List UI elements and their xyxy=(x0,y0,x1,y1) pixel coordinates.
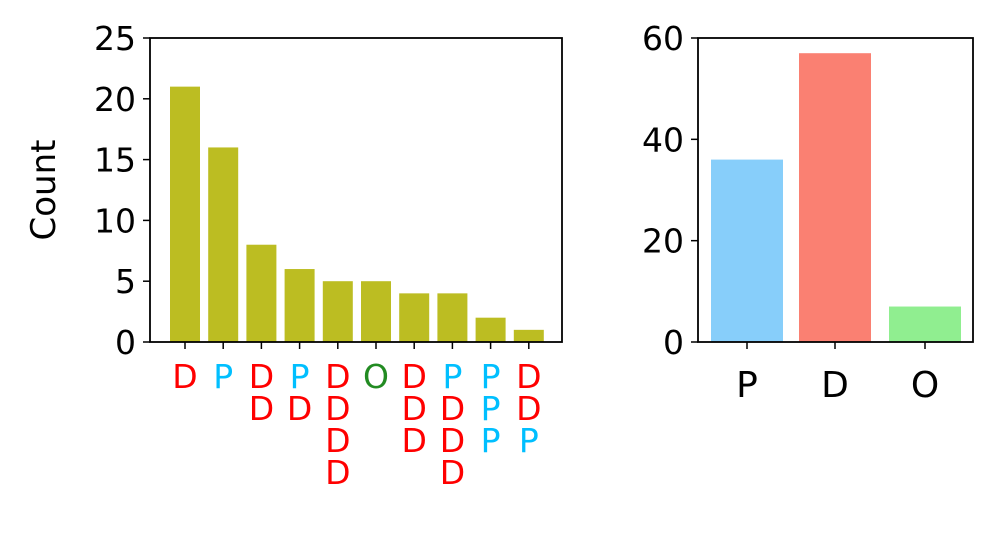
left-xtick-label-10-3: P xyxy=(519,421,539,460)
left-bar-4 xyxy=(284,269,315,342)
left-bar-2 xyxy=(208,147,239,342)
left-xtick-label-5-3: D xyxy=(325,421,350,460)
right-bar-D xyxy=(799,53,871,342)
left-xtick-label-7-1: D xyxy=(401,357,426,396)
left-xtick-label-3-2: D xyxy=(249,389,274,428)
left-bar-1 xyxy=(170,86,200,342)
right-ytick-label-60: 60 xyxy=(642,19,684,58)
left-bar-6 xyxy=(361,281,391,342)
right-xtick-label-D: D xyxy=(821,365,849,406)
left-ytick-label-15: 15 xyxy=(94,141,136,180)
left-bar-5 xyxy=(322,281,353,342)
left-xtick-label-10-2: D xyxy=(516,389,541,428)
left-xtick-label-2-1: P xyxy=(213,357,233,396)
right-xtick-label-O: O xyxy=(911,365,939,406)
left-ytick-label-25: 25 xyxy=(94,19,136,58)
left-xtick-label-5-4: D xyxy=(325,453,350,492)
right-bar-chart: P D O 0 20 40 60 xyxy=(642,19,974,406)
left-xtick-label-9-2: P xyxy=(481,389,501,428)
left-xtick-label-7-2: D xyxy=(401,389,426,428)
left-xtick-label-8-1: P xyxy=(442,357,462,396)
left-bar-3 xyxy=(246,244,277,342)
left-axes-frame xyxy=(149,37,563,343)
right-ytick-label-20: 20 xyxy=(642,222,684,261)
left-xtick-label-8-4: D xyxy=(440,453,465,492)
left-ylabel: Count xyxy=(24,140,64,241)
left-xtick-label-8-3: D xyxy=(440,421,465,460)
right-axes-frame xyxy=(697,37,974,343)
left-xtick-label-5-1: D xyxy=(325,357,350,396)
right-ytick-label-40: 40 xyxy=(642,120,684,159)
left-ytick-label-10: 10 xyxy=(94,201,136,240)
left-xtick-label-5-2: D xyxy=(325,389,350,428)
left-ytick-label-20: 20 xyxy=(94,80,136,119)
left-bar-10 xyxy=(513,329,544,342)
right-bar-P xyxy=(711,159,783,342)
left-xtick-label-4-2: D xyxy=(287,389,312,428)
left-xtick-label-9-1: P xyxy=(481,357,501,396)
left-xtick-label-7-3: D xyxy=(401,421,426,460)
left-bar-8 xyxy=(437,293,468,342)
left-bar-7 xyxy=(399,293,430,342)
left-xtick-label-8-2: D xyxy=(440,389,465,428)
left-ytick-label-5: 5 xyxy=(115,262,136,301)
left-xtick-label-3-1: D xyxy=(249,357,274,396)
left-ytick-label-0: 0 xyxy=(115,323,136,362)
left-xtick-label-9-3: P xyxy=(481,421,501,460)
right-bar-O xyxy=(889,306,961,342)
right-xtick-label-P: P xyxy=(736,365,758,406)
left-xtick-label-4-1: P xyxy=(290,357,310,396)
left-xtick-label-10-1: D xyxy=(516,357,541,396)
left-bar-9 xyxy=(475,317,506,342)
left-xtick-label-6-1: O xyxy=(363,357,389,396)
right-ytick-label-0: 0 xyxy=(663,323,684,362)
left-xtick-label-1-1: D xyxy=(172,357,197,396)
